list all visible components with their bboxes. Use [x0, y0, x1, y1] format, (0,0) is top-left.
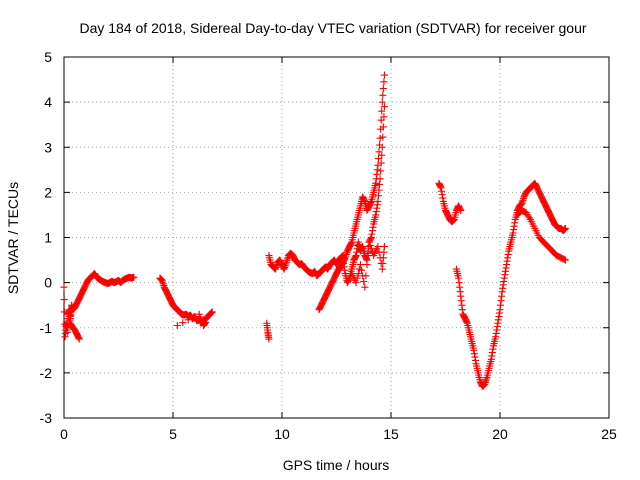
- y-tick-label: -2: [40, 365, 53, 381]
- data-point: [365, 238, 373, 246]
- x-tick-label: 25: [601, 426, 617, 442]
- y-tick-label: -1: [40, 320, 53, 336]
- data-point: [60, 296, 68, 304]
- data-point: [376, 175, 384, 183]
- x-tick-label: 20: [492, 426, 508, 442]
- data-point: [208, 308, 216, 316]
- data-point: [173, 321, 181, 329]
- y-tick-label: 1: [44, 230, 52, 246]
- data-point: [353, 274, 361, 282]
- data-point: [374, 243, 382, 251]
- data-point: [356, 261, 364, 269]
- data-point: [378, 151, 386, 159]
- series-segment-2: [156, 274, 216, 327]
- y-tick-label: 4: [44, 94, 52, 110]
- series-segment-1-branch: [64, 310, 83, 343]
- y-tick-label: -3: [40, 410, 53, 426]
- data-point: [360, 277, 368, 285]
- data-point: [202, 318, 210, 326]
- series-segment-7: [452, 179, 569, 390]
- x-tick-label: 0: [60, 426, 68, 442]
- data-point: [361, 283, 369, 291]
- series-segment-3-stub: [263, 319, 273, 343]
- data-point: [378, 107, 386, 115]
- data-point: [130, 273, 138, 281]
- data-point: [379, 123, 387, 131]
- series-segment-2-low: [173, 310, 210, 329]
- data-point: [377, 159, 385, 167]
- data-point: [60, 283, 68, 291]
- y-tick-label: 0: [44, 275, 52, 291]
- series-segment-7-lower: [513, 206, 569, 264]
- data-point: [363, 261, 371, 269]
- series-segment-4: [265, 249, 347, 280]
- data-point: [75, 335, 83, 343]
- x-tick-label: 15: [383, 426, 399, 442]
- chart-title: Day 184 of 2018, Sidereal Day-to-day VTE…: [79, 20, 586, 36]
- data-point: [379, 85, 387, 93]
- data-point: [379, 133, 387, 141]
- y-tick-label: 2: [44, 184, 52, 200]
- data-point: [364, 249, 372, 257]
- data-point: [380, 103, 388, 111]
- data-point: [378, 98, 386, 106]
- data-point: [525, 214, 533, 222]
- data-point: [265, 335, 273, 343]
- data-points: [60, 71, 569, 390]
- data-point: [362, 272, 370, 280]
- x-tick-label: 10: [274, 426, 290, 442]
- data-point: [184, 316, 192, 324]
- series-segment-6: [435, 179, 465, 226]
- data-point: [561, 256, 569, 264]
- data-point: [377, 167, 385, 175]
- y-tick-label: 3: [44, 139, 52, 155]
- data-point: [457, 206, 465, 214]
- data-point: [379, 91, 387, 99]
- data-point: [366, 241, 374, 249]
- data-point: [560, 255, 568, 263]
- data-point: [352, 279, 360, 287]
- series-segment-5-band: [348, 238, 388, 291]
- data-point: [561, 224, 569, 232]
- data-point: [378, 143, 386, 151]
- x-axis-label: GPS time / hours: [283, 457, 390, 473]
- data-point: [380, 71, 388, 79]
- data-point: [179, 319, 187, 327]
- data-point: [380, 113, 388, 121]
- data-point: [190, 313, 198, 321]
- data-point: [358, 266, 366, 274]
- gridlines: [64, 57, 609, 418]
- series-segment-1: [60, 270, 138, 341]
- data-point: [374, 155, 382, 163]
- data-point: [380, 243, 388, 251]
- data-point: [354, 270, 362, 278]
- axis-ticks: 0 5 10 15 20 25 -3 -2 -1 0 1 2 3 4 5: [40, 49, 617, 442]
- y-tick-label: 5: [44, 49, 52, 65]
- data-point: [380, 78, 388, 86]
- x-tick-label: 5: [169, 426, 177, 442]
- y-axis-label: SDTVAR / TECUs: [5, 182, 21, 294]
